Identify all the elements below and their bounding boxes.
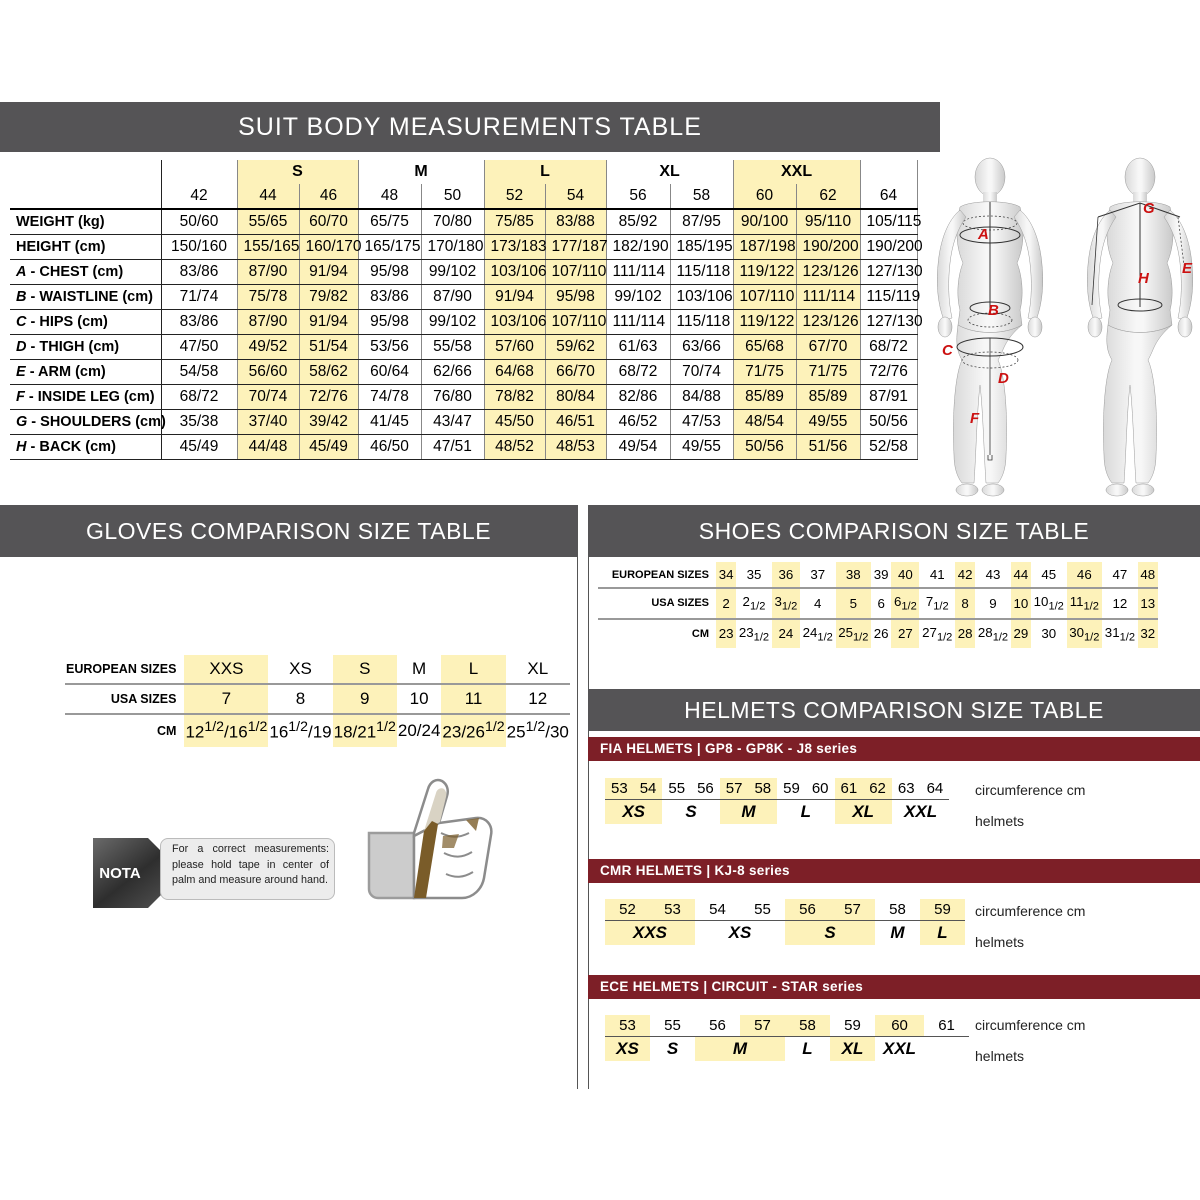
svg-text:E: E	[1182, 260, 1193, 277]
svg-text:B: B	[988, 302, 999, 319]
svg-text:NOTA: NOTA	[99, 865, 141, 882]
svg-text:A: A	[977, 226, 989, 243]
svg-text:C: C	[942, 342, 954, 359]
svg-text:G: G	[1143, 200, 1155, 217]
svg-text:H: H	[1138, 270, 1150, 287]
svg-text:F: F	[970, 410, 980, 427]
svg-text:D: D	[998, 370, 1009, 387]
